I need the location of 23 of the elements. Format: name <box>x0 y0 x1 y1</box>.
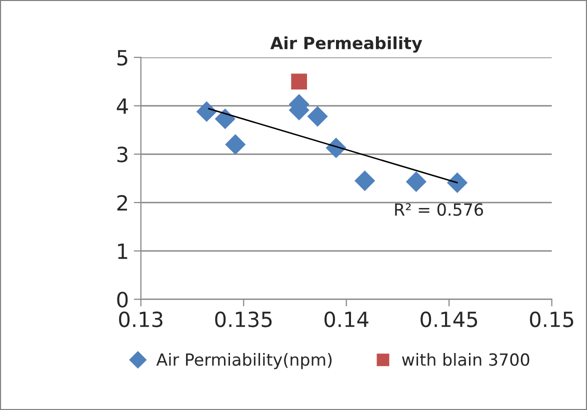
y-tick-label: 1 <box>118 244 128 259</box>
y-tick-label: 4 <box>116 98 128 114</box>
point <box>307 106 328 127</box>
x-tick-label: 0.145 <box>420 311 478 328</box>
x-tick-label: 0.14 <box>324 311 368 328</box>
point <box>214 108 236 130</box>
legend-label: with blain 3700 <box>402 353 530 366</box>
point <box>446 172 468 194</box>
point <box>406 171 426 192</box>
annotation: R² = 0.576 <box>395 203 483 216</box>
y-tick-label: 2 <box>117 194 127 210</box>
y-tick-label: 0 <box>117 292 128 308</box>
point <box>354 170 376 192</box>
point <box>196 101 217 122</box>
x-tick-label: 0.13 <box>119 311 162 328</box>
point <box>225 134 246 155</box>
legend-label: Air Permiability(npm) <box>156 353 332 370</box>
y-tick-label: 5 <box>117 50 128 66</box>
chart-title: Air Permeability <box>270 36 422 53</box>
x-tick-label: 0.135 <box>215 311 272 328</box>
y-tick-label: 3 <box>117 146 128 162</box>
x-tick-label: 0.15 <box>530 311 574 328</box>
point <box>291 74 307 90</box>
